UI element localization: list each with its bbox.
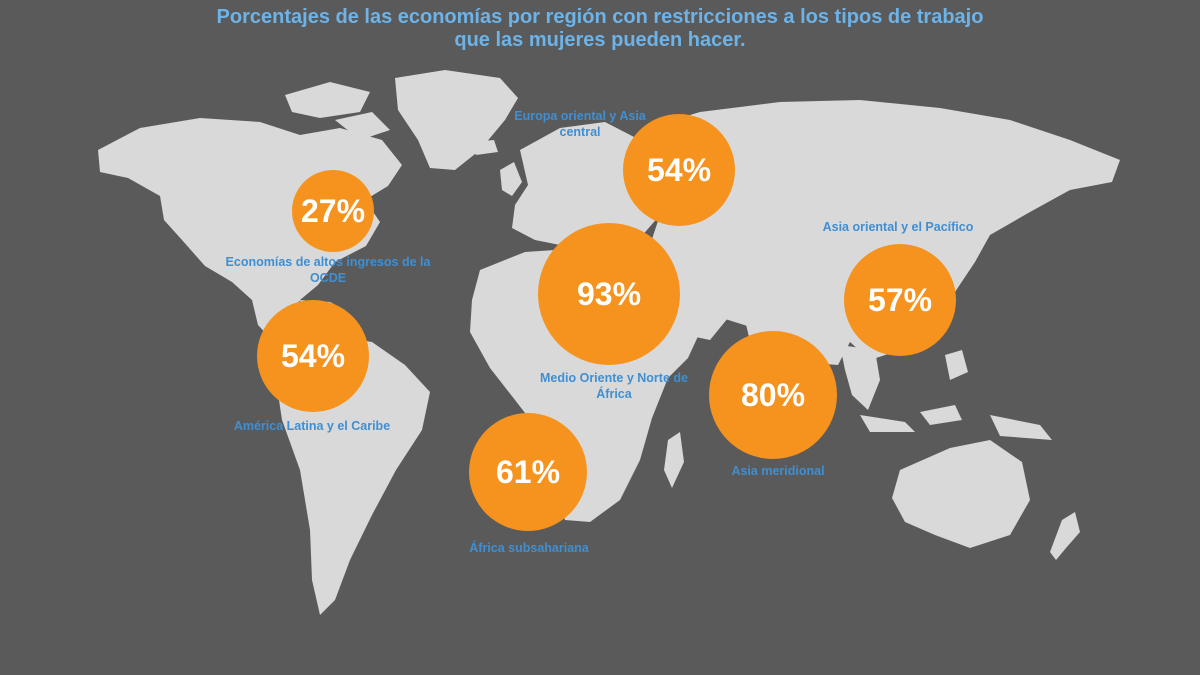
region-label-ssa: África subsahariana [469,541,589,555]
bubble-value-mena: 93% [576,275,642,312]
asia [640,100,1120,365]
indonesia [860,350,1052,440]
greenland [395,70,518,170]
bubble-ssa: 61% [469,413,587,531]
bubble-value-south-asia: 80% [740,376,806,413]
region-label-europe-central-asia: Europa oriental y Asia central [514,109,646,139]
bubble-oecd: 27% [292,170,374,252]
bubble-latam: 54% [257,300,369,412]
australia [892,440,1030,548]
southeast-asia [840,345,880,410]
bubble-value-ssa: 61% [495,453,561,490]
bubble-value-europe-central-asia: 54% [646,151,712,188]
europe [512,122,660,245]
arctic-islands [285,82,390,140]
bubble-europe-central-asia: 54% [623,114,735,226]
title-line-2: que las mujeres pueden hacer. [454,29,746,51]
region-label-latam: América Latina y el Caribe [233,419,391,433]
bubble-east-asia-pacific: 57% [844,244,956,356]
bubble-value-oecd: 27% [300,192,366,229]
region-label-mena: Medio Oriente y Norte de África [540,371,688,401]
british-isles [500,162,522,196]
bubble-south-asia: 80% [709,331,837,459]
iceland [470,140,498,155]
bubble-mena: 93% [538,223,680,365]
map-title: Porcentajes de las economías por región … [0,6,1200,52]
madagascar [664,432,684,488]
region-label-east-asia-pacific: Asia oriental y el Pacífico [822,220,974,234]
region-label-south-asia: Asia meridional [731,464,825,478]
japan [950,210,990,268]
bubble-value-latam: 54% [280,337,346,374]
bubble-value-east-asia-pacific: 57% [867,281,933,318]
title-line-1: Porcentajes de las economías por región … [216,6,984,28]
north-america [98,118,402,322]
new-zealand [1050,512,1080,560]
region-label-oecd: Economías de altos ingresos de la OCDE [225,255,431,285]
